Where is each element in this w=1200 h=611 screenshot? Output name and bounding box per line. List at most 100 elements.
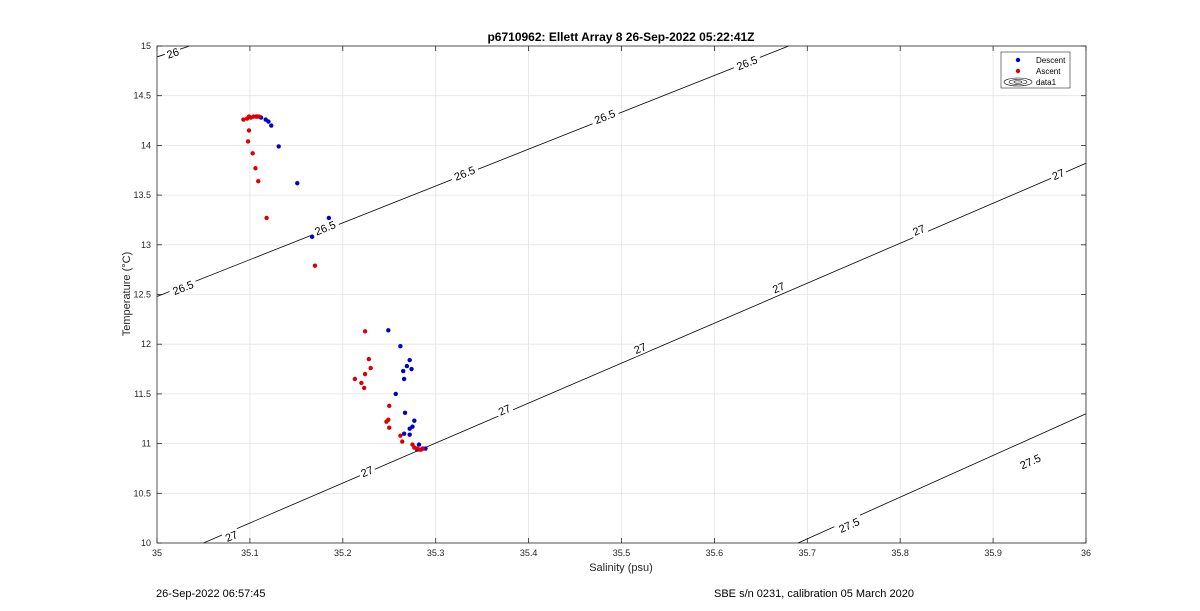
legend-label-descent: Descent [1036,56,1066,65]
descent-point [407,426,412,431]
y-tick-label: 14.5 [133,91,151,101]
ascent-point [368,365,373,371]
ascent-point [387,403,392,409]
x-tick-label: 35.5 [613,548,631,558]
ascent-point [384,419,389,424]
legend-label-data1: data1 [1036,78,1057,87]
y-tick-label: 11.5 [134,389,151,399]
legend-marker-descent [1015,57,1021,63]
ascent-point [362,371,368,377]
descent-point [393,391,398,397]
svg-text:27: 27 [497,403,513,419]
x-tick-label: 35.1 [241,548,259,558]
descent-point [386,328,391,333]
x-tick-label: 35.4 [520,548,538,558]
ascent-point [362,329,368,334]
y-tick-label: 13 [141,240,151,250]
legend-label-ascent: Ascent [1036,67,1061,76]
descent-point [402,410,408,415]
descent-point [407,432,412,437]
chart-title: p6710962: Ellett Array 8 26-Sep-2022 05:… [487,30,754,44]
descent-point [276,144,281,149]
descent-point [309,234,315,240]
legend-contour-icon [1003,77,1033,87]
legend[interactable]: Descent Ascent data1 [1000,51,1071,89]
descent-point [266,119,271,124]
x-tick-label: 36 [1081,548,1091,558]
ascent-point [359,380,364,386]
contour-label: 26 [163,44,183,62]
ascent-point [250,151,255,156]
ascent-point [264,215,269,221]
ascent-point [387,425,392,430]
y-tick-label: 15 [141,41,151,51]
contour-label: 27 [909,221,929,239]
ascent-point [312,263,318,268]
contour-label: 27 [357,462,377,480]
svg-text:27: 27 [1051,167,1067,183]
contour-label: 27 [221,527,242,545]
y-tick-label: 14 [141,140,151,150]
x-tick-label: 35.8 [891,548,909,558]
x-axis-label: Salinity (psu) [589,562,653,574]
footer-calibration-info: SBE s/n 0231, calibration 05 March 2020 [714,588,914,600]
descent-point [269,123,274,128]
descent-point [404,363,410,369]
descent-point [407,357,412,363]
ascent-point [251,114,256,119]
ascent-point [253,166,258,171]
descent-point [409,366,414,372]
descent-point [416,442,422,447]
ascent-point [256,178,261,184]
descent-point [398,343,403,349]
ascent-point [361,385,367,391]
contour-label: 27 [768,278,789,297]
y-tick-label: 10.5 [133,488,151,498]
svg-text:27: 27 [632,341,648,357]
y-tick-label: 10 [141,538,151,548]
contour-label: 27 [1048,165,1068,183]
ascent-point [256,114,262,119]
descent-point [400,368,406,374]
descent-point [401,431,407,436]
contour-line-27 [203,162,1087,544]
x-tick-label: 35.2 [334,548,352,558]
svg-text:27: 27 [771,281,787,297]
svg-text:27: 27 [359,464,375,480]
ascent-point [400,439,405,444]
ascent-point [352,376,358,382]
x-tick-label: 35 [152,548,162,558]
legend-marker-ascent [1015,68,1021,74]
ascent-point [366,356,372,362]
svg-text:26: 26 [165,46,180,61]
data-points [241,114,428,452]
x-tick-label: 35.7 [799,548,817,558]
x-tick-label: 35.9 [984,548,1002,558]
ascent-point [241,117,246,122]
y-tick-label: 11 [142,439,151,449]
density-contours: 2626.526.526.526.526.52727272727272727.5… [156,44,1087,545]
ascent-point [420,446,425,451]
grid-lines [157,46,1086,543]
svg-text:27: 27 [224,529,240,545]
descent-point [412,418,417,423]
y-tick-label: 13.5 [133,190,151,200]
y-tick-label: 12 [141,339,151,349]
x-tick-label: 35.6 [706,548,724,558]
descent-point [401,376,407,382]
footer-timestamp: 26-Sep-2022 06:57:45 [156,588,266,600]
contour-label: 27 [494,401,515,419]
descent-point [326,215,332,221]
svg-text:27: 27 [911,223,927,239]
ascent-point [246,128,252,133]
contour-label: 27 [630,339,650,357]
legend-box [1000,51,1071,89]
ascent-point [245,139,251,144]
ascent-point [398,433,403,438]
axis-ticks: 35 35.1 35.2 35.3 35.4 35.5 35.6 35.7 35.8 35.9 36… [133,41,1091,558]
descent-point [295,180,300,186]
x-tick-label: 35.3 [427,548,445,558]
y-tick-label: 12.5 [133,290,151,300]
y-axis-label: Temperature (°C) [121,252,133,336]
